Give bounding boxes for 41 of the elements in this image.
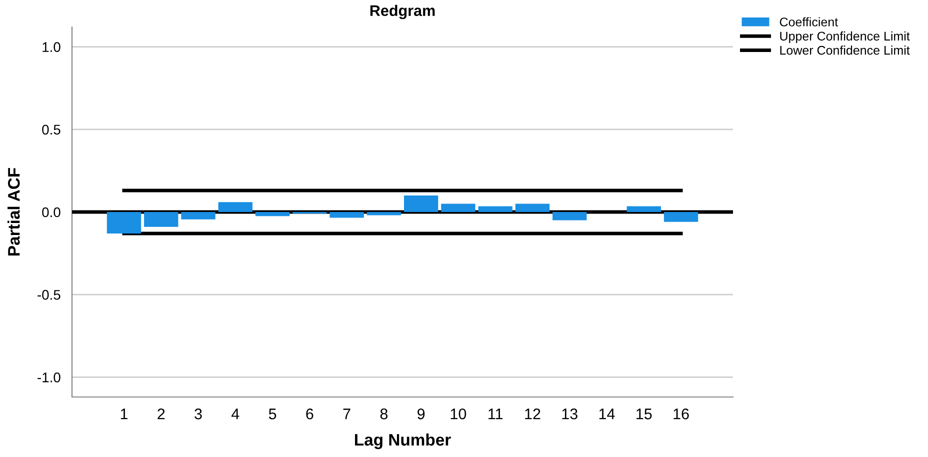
x-tick-label: 13 (562, 408, 578, 420)
bar (255, 212, 290, 216)
bar (106, 212, 142, 234)
x-tick-label: 9 (418, 408, 425, 420)
x-tick-label: 8 (380, 408, 388, 420)
x-tick-label: 14 (599, 408, 615, 420)
legend-label: Coefficient (780, 17, 838, 26)
y-tick-label: 1.0 (42, 42, 60, 52)
bar (181, 212, 216, 220)
bar (218, 202, 252, 212)
chart-title: Redgram (370, 4, 435, 20)
bar (478, 206, 512, 212)
legend-label: Upper Confidence Limit (780, 31, 910, 44)
bar (515, 204, 550, 212)
x-tick-label: 1 (120, 408, 128, 420)
x-tick-label: 4 (231, 408, 240, 420)
y-tick-label: -1.0 (38, 372, 60, 382)
bar (366, 212, 402, 216)
bar (144, 212, 178, 227)
x-axis-title: Lag Number (355, 433, 451, 450)
bar (441, 204, 476, 212)
bar (404, 195, 438, 212)
legend-label: Lower Confidence Limit (780, 46, 910, 55)
y-axis-title: Partial ACF (8, 168, 20, 256)
x-tick-label: 15 (636, 408, 652, 420)
x-tick-label: 3 (194, 408, 202, 420)
x-tick-label: 7 (343, 408, 350, 420)
y-tick-label: -0.5 (38, 290, 60, 300)
x-tick-label: 10 (450, 408, 466, 420)
bar (664, 212, 698, 222)
x-tick-label: 11 (488, 408, 503, 420)
bar (552, 212, 587, 220)
y-tick-label: 0.5 (42, 124, 60, 135)
x-tick-label: 6 (306, 408, 314, 420)
x-tick-label: 5 (268, 408, 276, 420)
bar (330, 212, 364, 218)
y-tick-label: 0.0 (42, 207, 60, 218)
bar (626, 206, 661, 212)
x-tick-label: 2 (158, 408, 165, 420)
x-tick-label: 16 (674, 408, 689, 420)
x-tick-label: 12 (525, 408, 540, 420)
